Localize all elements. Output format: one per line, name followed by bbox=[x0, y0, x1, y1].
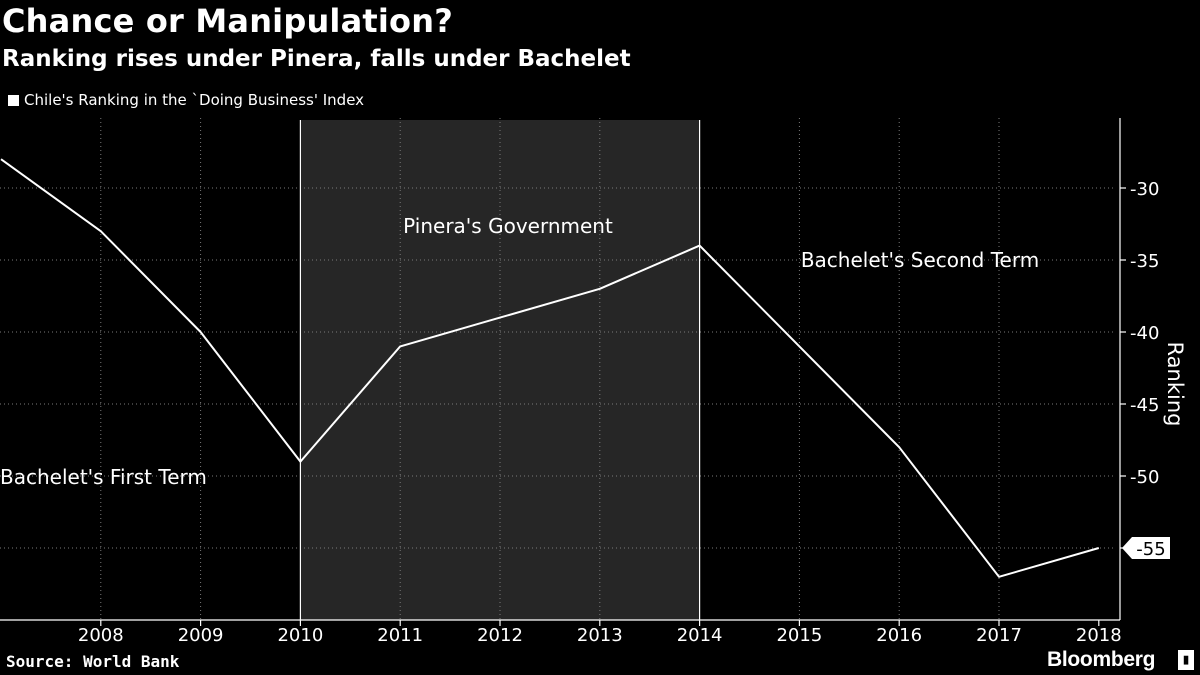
annotation-label: Bachelet's Second Term bbox=[801, 248, 1039, 272]
annotation-label: Bachelet's First Term bbox=[0, 465, 207, 489]
x-tick-label: 2010 bbox=[277, 625, 323, 646]
x-tick-label: 2013 bbox=[577, 625, 623, 646]
y-tick-label: -30 bbox=[1130, 179, 1159, 200]
last-value-badge bbox=[1122, 537, 1170, 559]
brand-logo: Bloomberg bbox=[1047, 648, 1156, 671]
legend: Chile's Ranking in the `Doing Business' … bbox=[8, 91, 364, 109]
annotation-label: Pinera's Government bbox=[403, 214, 613, 238]
x-tick-label: 2015 bbox=[776, 625, 822, 646]
x-tick-label: 2009 bbox=[178, 625, 224, 646]
chart-title: Chance or Manipulation? bbox=[2, 2, 453, 40]
y-tick-label: -40 bbox=[1130, 323, 1159, 344]
y-tick-label: -35 bbox=[1130, 251, 1159, 272]
x-tick-label: 2016 bbox=[876, 625, 922, 646]
y-tick-label: -50 bbox=[1130, 467, 1159, 488]
x-tick-label: 2017 bbox=[976, 625, 1022, 646]
x-tick-label: 2008 bbox=[78, 625, 124, 646]
x-tick-label: 2018 bbox=[1076, 625, 1122, 646]
legend-swatch bbox=[8, 94, 19, 106]
x-tick-label: 2014 bbox=[677, 625, 723, 646]
chart-subtitle: Ranking rises under Pinera, falls under … bbox=[2, 46, 631, 72]
x-tick-label: 2012 bbox=[477, 625, 523, 646]
source-note: Source: World Bank bbox=[6, 652, 180, 671]
last-value-label: -55 bbox=[1136, 539, 1165, 560]
x-tick-label: 2011 bbox=[377, 625, 423, 646]
legend-label: Chile's Ranking in the `Doing Business' … bbox=[24, 91, 365, 109]
bloomberg-terminal-icon: ▮ bbox=[1178, 650, 1194, 670]
y-axis-title: Ranking bbox=[1163, 342, 1187, 427]
y-tick-label: -45 bbox=[1130, 395, 1159, 416]
series-line bbox=[0, 158, 1100, 578]
